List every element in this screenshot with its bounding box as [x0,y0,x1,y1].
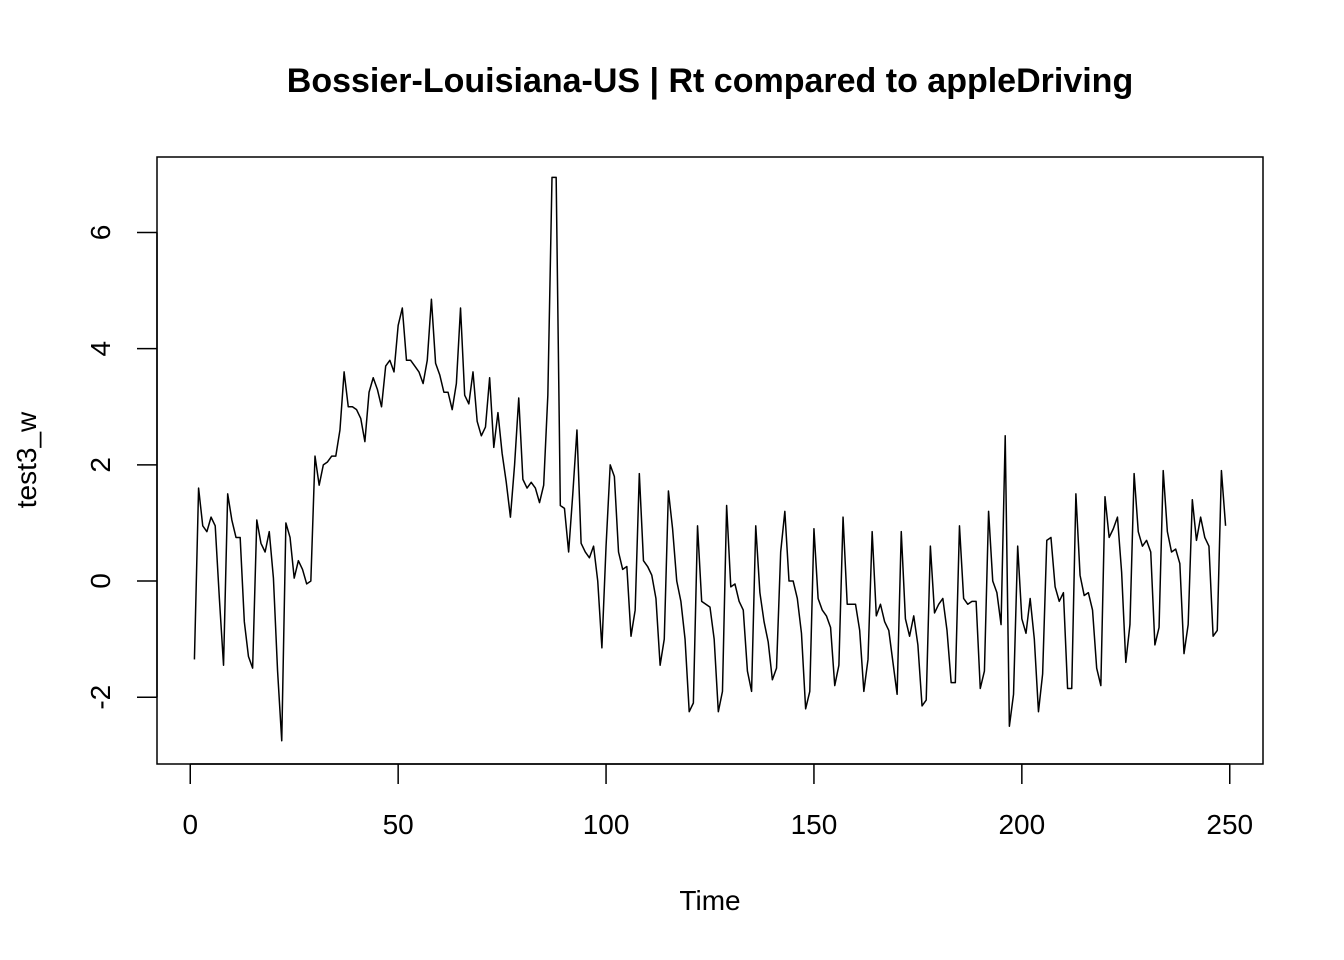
chart-title: Bossier-Louisiana-US | Rt compared to ap… [287,62,1133,100]
x-tick-label: 100 [583,809,630,840]
series-line [193,176,1227,742]
y-tick-label: 4 [85,341,116,357]
x-tick-label: 0 [182,809,198,840]
x-tick-label: 200 [998,809,1045,840]
x-axis-label: Time [679,885,740,916]
y-tick-label: -2 [85,685,116,710]
x-axis: 0 50 100 150 200 250 [182,763,1253,840]
y-tick-label: 2 [85,457,116,473]
x-tick-label: 250 [1206,809,1253,840]
y-axis: -2 0 2 4 6 [85,225,158,710]
x-tick-label: 150 [791,809,838,840]
y-axis-label: test3_w [11,411,42,508]
x-tick-label: 50 [383,809,414,840]
y-tick-label: 6 [85,225,116,241]
y-tick-label: 0 [85,573,116,589]
